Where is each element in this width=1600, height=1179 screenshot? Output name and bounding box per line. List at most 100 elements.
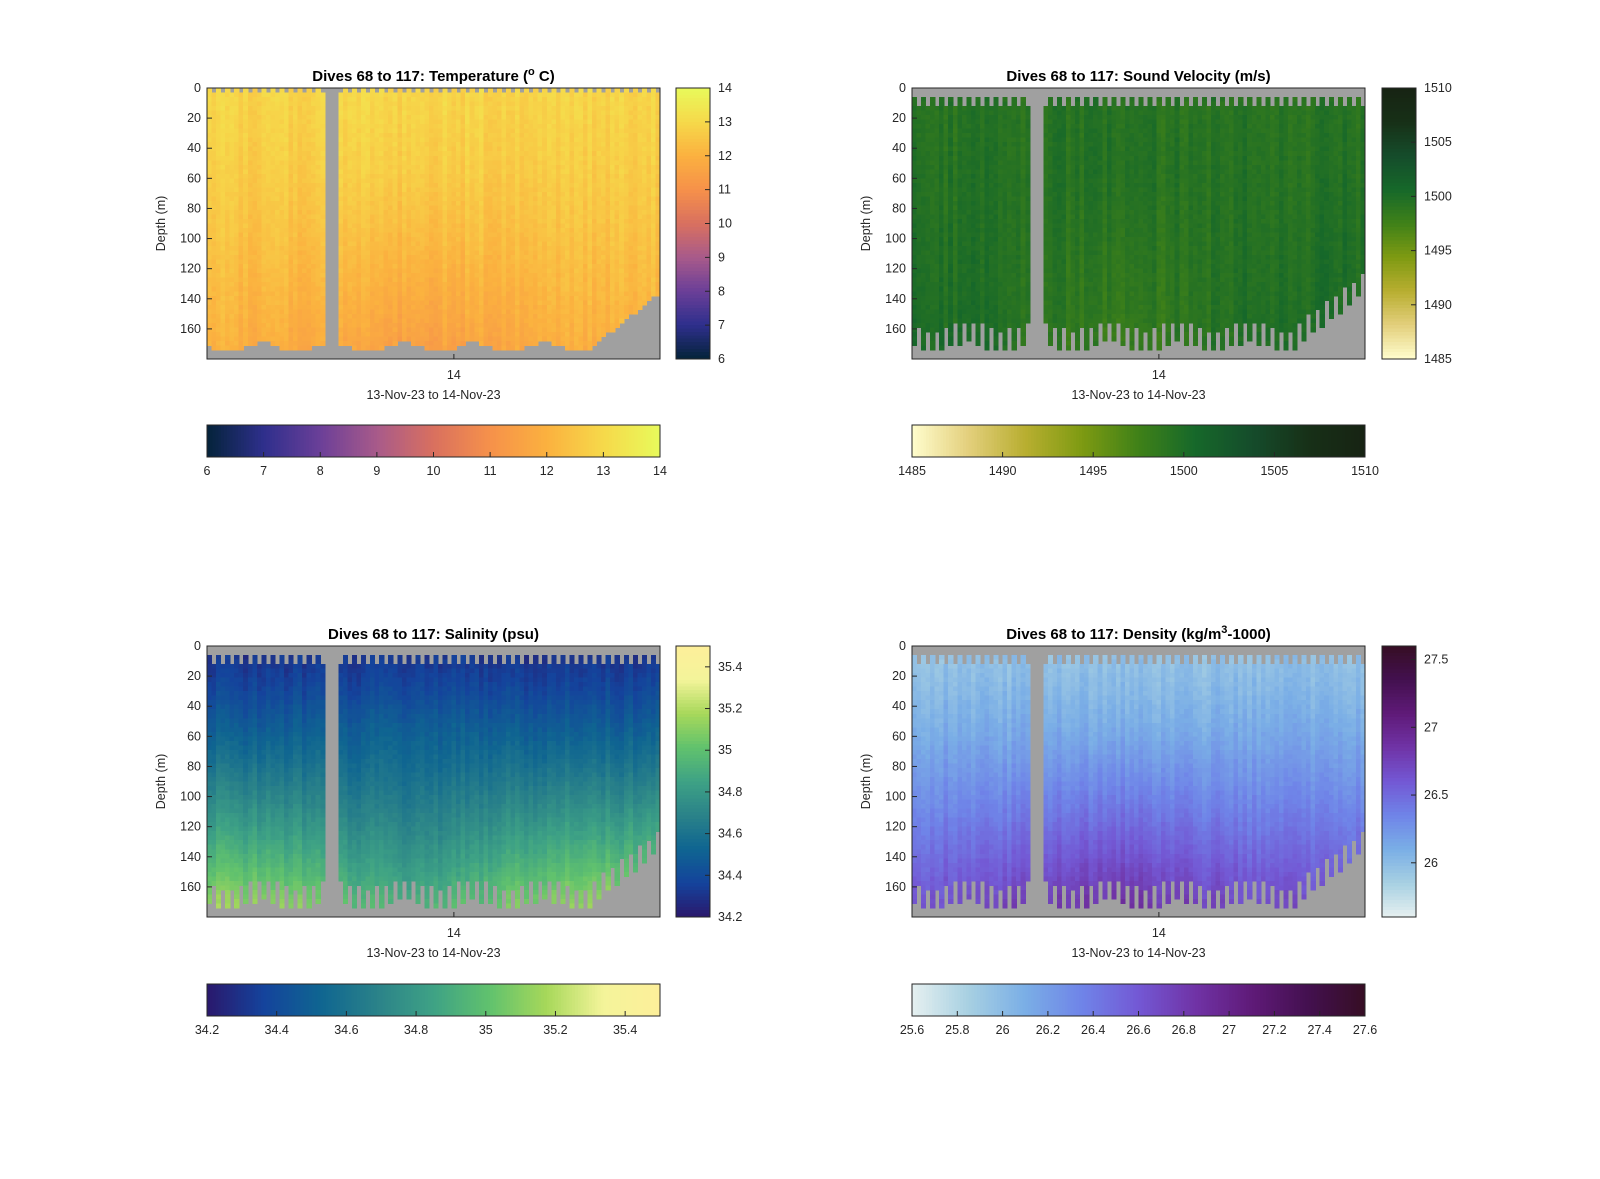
heatmap-cell xyxy=(537,282,543,288)
heatmap-cell xyxy=(247,155,253,161)
heatmap-cell xyxy=(388,295,394,301)
heatmap-cell xyxy=(211,124,217,130)
heatmap-cell xyxy=(605,246,611,252)
heatmap-cell xyxy=(265,268,272,274)
heatmap-cell xyxy=(451,196,457,202)
heatmap-cell xyxy=(379,137,385,143)
heatmap-cell xyxy=(483,232,489,238)
heatmap-cell xyxy=(465,110,471,116)
heatmap-cell xyxy=(564,259,570,265)
heatmap-cell xyxy=(370,300,376,306)
heatmap-cell xyxy=(306,128,312,134)
heatmap-cell xyxy=(320,160,326,166)
heatmap-cell xyxy=(243,331,249,338)
heatmap-cell xyxy=(510,115,516,121)
heatmap-cell xyxy=(410,137,416,143)
heatmap-cell xyxy=(361,255,367,261)
heatmap-cell xyxy=(274,92,281,98)
heatmap-cell xyxy=(406,259,412,265)
heatmap-cell xyxy=(474,164,480,170)
heatmap-cell xyxy=(537,331,543,338)
heatmap-cell xyxy=(256,259,262,265)
heatmap-cell xyxy=(515,178,521,184)
heatmap-cell xyxy=(220,115,226,121)
heatmap-cell xyxy=(438,241,444,247)
heatmap-cell xyxy=(510,146,516,152)
heatmap-cell xyxy=(229,345,235,351)
heatmap-cell xyxy=(401,291,407,297)
heatmap-cell xyxy=(519,187,525,193)
heatmap-cell xyxy=(533,164,539,170)
heatmap-cell xyxy=(406,178,412,184)
heatmap-cell xyxy=(596,295,602,301)
heatmap-cell xyxy=(211,137,217,143)
heatmap-cell xyxy=(537,322,543,328)
heatmap-cell xyxy=(492,106,498,112)
heatmap-cell xyxy=(265,155,272,161)
heatmap-cell xyxy=(433,137,439,143)
heatmap-cell xyxy=(605,209,611,216)
heatmap-cell xyxy=(379,264,385,270)
heatmap-cell xyxy=(238,228,244,234)
heatmap-cell xyxy=(401,146,407,152)
heatmap-cell xyxy=(501,151,507,157)
heatmap-cell xyxy=(279,286,285,292)
heatmap-cell xyxy=(284,101,290,107)
heatmap-cell xyxy=(573,309,580,315)
heatmap-cell xyxy=(356,309,362,315)
heatmap-cell xyxy=(234,187,240,193)
heatmap-cell xyxy=(424,209,430,216)
heatmap-cell xyxy=(374,115,380,121)
heatmap-cell xyxy=(284,309,290,315)
heatmap-cell xyxy=(238,313,244,319)
heatmap-cell xyxy=(288,228,294,234)
heatmap-cell xyxy=(293,209,299,216)
heatmap-cell xyxy=(302,259,308,265)
heatmap-cell xyxy=(582,223,589,229)
heatmap-cell xyxy=(424,155,430,161)
heatmap-cell xyxy=(551,97,557,103)
heatmap-cell xyxy=(306,196,312,202)
heatmap-cell xyxy=(465,237,471,243)
heatmap-cell xyxy=(297,345,303,351)
heatmap-cell xyxy=(392,250,398,256)
heatmap-cell xyxy=(596,119,602,125)
heatmap-cell xyxy=(492,295,498,301)
heatmap-cell xyxy=(447,218,453,225)
heatmap-cell xyxy=(478,137,484,143)
heatmap-cell xyxy=(220,331,226,338)
heatmap-cell xyxy=(537,169,543,175)
heatmap-cell xyxy=(401,246,407,252)
heatmap-cell xyxy=(306,191,312,197)
heatmap-cell xyxy=(573,182,580,188)
heatmap-cell xyxy=(501,160,507,166)
heatmap-cell xyxy=(279,133,285,139)
heatmap-cell xyxy=(374,237,380,243)
heatmap-cell xyxy=(297,128,303,134)
heatmap-cell xyxy=(211,155,217,161)
heatmap-cell xyxy=(537,128,543,134)
heatmap-cell xyxy=(211,255,217,261)
heatmap-cell xyxy=(483,250,489,256)
heatmap-cell xyxy=(610,142,616,148)
heatmap-cell xyxy=(528,151,534,157)
heatmap-cell xyxy=(564,340,570,347)
heatmap-cell xyxy=(533,286,539,292)
heatmap-cell xyxy=(619,119,625,125)
heatmap-cell xyxy=(234,182,240,188)
heatmap-cell xyxy=(551,124,557,130)
heatmap-cell xyxy=(483,273,489,279)
heatmap-cell xyxy=(492,273,498,279)
heatmap-cell xyxy=(442,151,448,157)
heatmap-cell xyxy=(605,205,611,211)
heatmap-cell xyxy=(297,340,303,347)
heatmap-cell xyxy=(433,169,439,175)
heatmap-cell xyxy=(243,155,249,161)
heatmap-cell xyxy=(592,309,598,315)
heatmap-cell xyxy=(610,264,616,270)
heatmap-cell xyxy=(370,196,376,202)
heatmap-cell xyxy=(519,101,525,107)
heatmap-cell xyxy=(302,277,308,283)
heatmap-cell xyxy=(383,155,389,161)
heatmap-cell xyxy=(220,101,226,107)
